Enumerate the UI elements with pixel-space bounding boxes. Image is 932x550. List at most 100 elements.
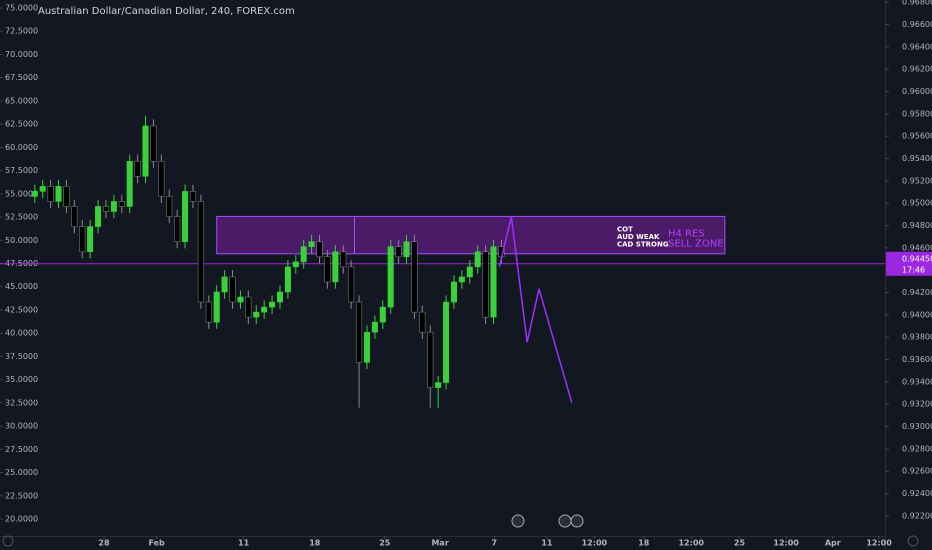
projection-line [498,216,573,403]
y-tick-label: 22.5000 [5,491,38,500]
candle-body [261,306,268,313]
candle-body [316,241,323,258]
candle-body [213,291,220,323]
candle-body [221,276,228,293]
candle-body [363,331,370,363]
zone-label: H4 RES [668,228,705,239]
y2-tick-label: 0.93200 [902,400,932,409]
y-tick-label: 42.5000 [5,305,38,314]
candle-body [189,191,196,202]
y-tick-label: 60.0000 [5,143,38,152]
y-tick-label: 35.0000 [5,375,38,384]
candle-body [458,276,465,283]
y2-tick-label: 0.92600 [902,467,932,476]
event-icon[interactable] [558,514,572,528]
candle-body [276,291,283,303]
zone-note: COT [617,225,633,233]
candle-body [182,191,189,242]
chart-title: Australian Dollar/Canadian Dollar, 240, … [38,6,295,17]
candle-body [427,331,434,388]
zone-note: AUD WEAK [617,233,660,241]
candle-body [387,246,394,308]
zone-label: SELL ZONE [668,238,724,249]
candle-body [126,160,133,207]
candle-body [466,266,473,278]
candle-body [490,246,497,318]
candle-body [237,296,244,303]
candle-body [379,306,386,323]
x-tick-label: Apr [825,539,841,548]
x-tick-label: Feb [148,539,165,548]
x-tick-label: 7 [492,539,498,548]
y-tick-label: 70.0000 [5,50,38,59]
candle-body [87,226,94,253]
event-icon[interactable] [570,514,584,528]
candle-body [482,251,489,318]
candle-body [39,186,46,192]
icon [2,535,14,547]
y-tick-label: 62.5000 [5,120,38,129]
candle-body [71,206,78,227]
candle-body [356,301,363,363]
y2-tick-label: 0.94800 [902,221,932,230]
y-tick-label: 75.0000 [5,3,38,12]
y-tick-label: 30.0000 [5,422,38,431]
candle-body [371,321,378,333]
y-tick-label: 32.5000 [5,398,38,407]
price-countdown: 17:46 [902,265,925,274]
x-tick-label: 25 [734,539,746,548]
candle-body [142,125,149,177]
y-tick-label: 72.5000 [5,27,38,36]
x-tick-label: 12:00 [678,539,704,548]
candle-body [79,226,86,253]
y2-tick-label: 0.95400 [902,154,932,163]
x-tick-label: 11 [541,539,553,548]
candle-body [253,311,260,318]
y-tick-label: 20.0000 [5,514,38,523]
candle-body [197,201,204,303]
y-tick-label: 45.0000 [5,282,38,291]
candle-body [55,186,62,202]
y-tick-label: 25.0000 [5,468,38,477]
candle-body [31,191,38,197]
candle-body [150,125,157,162]
y2-tick-label: 0.95800 [902,109,932,118]
y2-tick-label: 0.94000 [902,310,932,319]
y2-tick-label: 0.92800 [902,444,932,453]
y2-tick-label: 0.93600 [902,355,932,364]
candle-body [348,266,355,303]
price-label: 0.94458 [902,254,932,263]
candle-body [411,241,418,313]
x-tick-label: 12:00 [773,539,799,548]
candle-body [102,206,109,212]
y-tick-label: 52.5000 [5,213,38,222]
y-tick-label: 57.5000 [5,166,38,175]
zone-note: CAD STRONG [617,240,669,248]
candle-body [419,311,426,333]
candle-body [166,196,173,217]
y-tick-label: 65.0000 [5,96,38,105]
y2-tick-label: 0.93400 [902,377,932,386]
x-tick-label: 18 [309,539,321,548]
candle-body [395,246,402,258]
candle-body [63,186,70,207]
event-icon[interactable] [511,514,525,528]
candle-body [174,216,181,242]
candle-body [443,301,450,383]
candle-body [47,186,54,202]
price-label-box [886,251,932,276]
x-tick-label: 12:00 [866,539,892,548]
y2-tick-label: 0.95200 [902,176,932,185]
x-tick-label: 12:00 [582,539,608,548]
y-tick-label: 55.0000 [5,189,38,198]
y2-tick-label: 0.96400 [902,42,932,51]
x-tick-label: 11 [238,539,250,548]
candle-body [308,241,315,247]
y2-tick-label: 0.95600 [902,132,932,141]
y2-tick-label: 0.92400 [902,489,932,498]
x-tick-label: Mar [431,539,448,548]
y2-tick-label: 0.93000 [902,422,932,431]
